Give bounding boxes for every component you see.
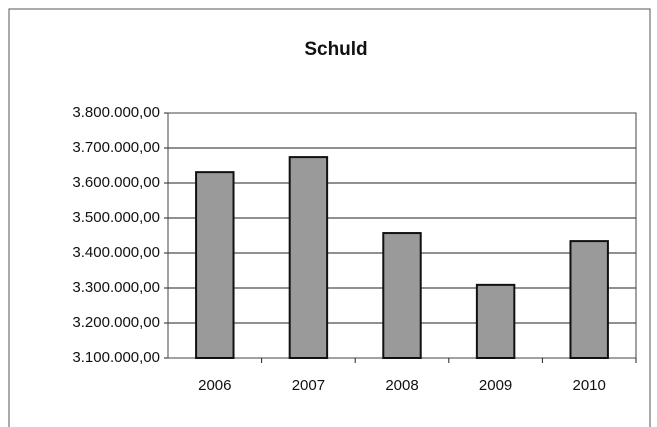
y-tick-label: 3.300.000,00 [72,279,160,296]
x-tick-label: 2009 [479,377,512,394]
x-tick-label: 2006 [198,377,231,394]
chart-frame [8,8,651,427]
bar [569,240,609,360]
x-tick-label: 2008 [385,377,418,394]
y-tick-label: 3.200.000,00 [72,314,160,331]
y-tick-label: 3.500.000,00 [72,209,160,226]
y-tick-label: 3.400.000,00 [72,244,160,261]
x-tick-label: 2007 [292,377,325,394]
bar [195,171,235,359]
bar [382,232,422,359]
chart-title: Schuld [304,39,367,60]
bar [475,283,516,360]
y-tick-label: 3.800.000,00 [72,104,160,121]
y-tick-label: 3.100.000,00 [72,349,160,366]
y-tick-label: 3.700.000,00 [72,139,160,156]
bar [288,156,329,359]
y-tick-label: 3.600.000,00 [72,174,160,191]
x-tick-label: 2010 [573,377,606,394]
